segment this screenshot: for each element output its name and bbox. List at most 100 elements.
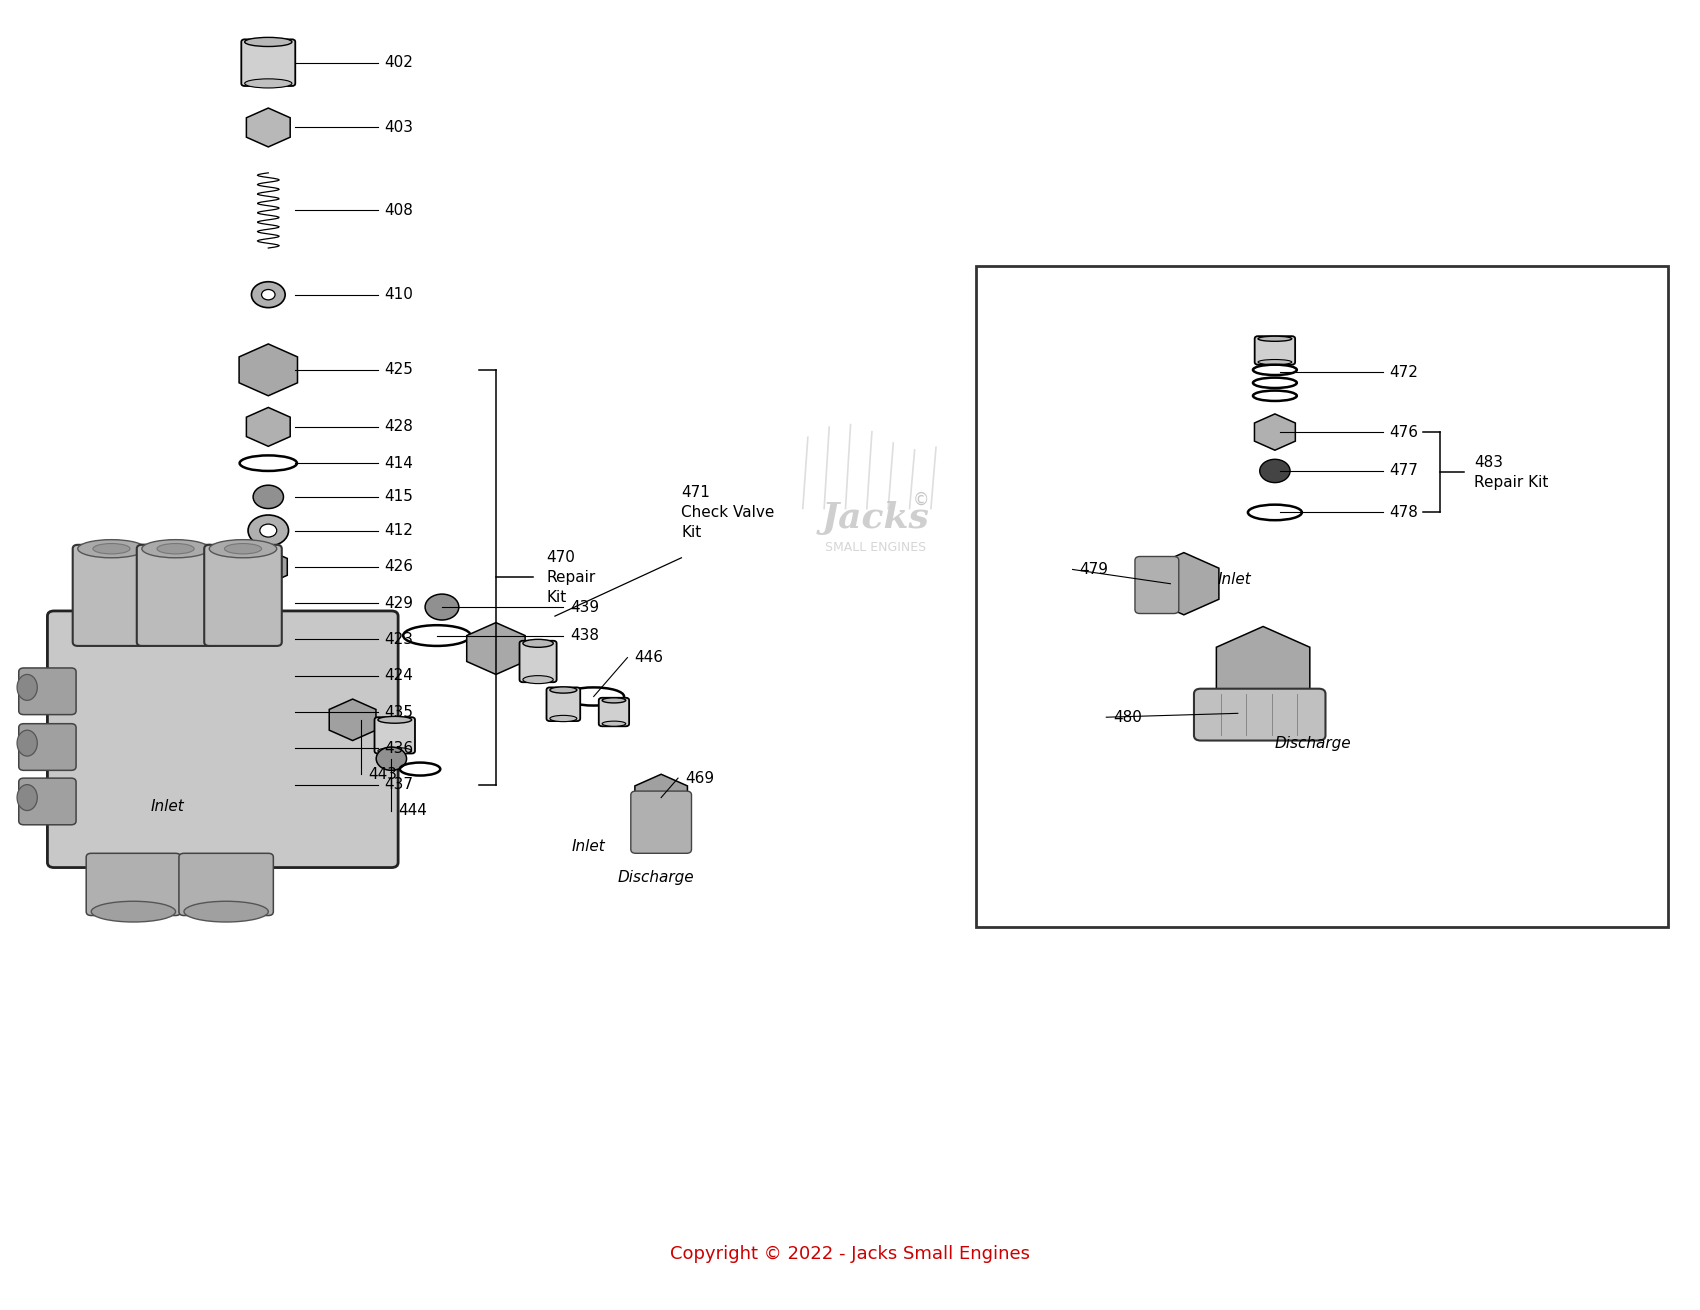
Ellipse shape (17, 675, 37, 701)
Text: 410: 410 (384, 287, 413, 303)
Ellipse shape (94, 544, 129, 554)
Polygon shape (330, 700, 376, 740)
Ellipse shape (377, 748, 411, 755)
Text: 469: 469 (685, 770, 714, 786)
Ellipse shape (549, 715, 576, 722)
Text: 471
Check Valve
Kit: 471 Check Valve Kit (682, 485, 775, 540)
FancyBboxPatch shape (1193, 689, 1326, 740)
Text: 414: 414 (384, 456, 413, 470)
Polygon shape (634, 774, 687, 821)
FancyBboxPatch shape (204, 545, 282, 646)
Ellipse shape (92, 901, 175, 922)
Text: 402: 402 (384, 55, 413, 71)
Ellipse shape (17, 730, 37, 756)
Text: Discharge: Discharge (1275, 736, 1352, 751)
FancyBboxPatch shape (73, 545, 150, 646)
FancyBboxPatch shape (19, 668, 76, 715)
Text: 424: 424 (384, 668, 413, 684)
Circle shape (262, 290, 275, 300)
Ellipse shape (1258, 337, 1292, 342)
Text: 436: 436 (384, 741, 413, 756)
Text: Inlet: Inlet (150, 799, 184, 814)
Text: SMALL ENGINES: SMALL ENGINES (824, 541, 927, 554)
Text: 477: 477 (1389, 464, 1418, 478)
Polygon shape (1255, 414, 1295, 451)
FancyBboxPatch shape (631, 791, 692, 853)
Ellipse shape (524, 639, 552, 647)
Text: 437: 437 (384, 777, 413, 793)
FancyBboxPatch shape (178, 853, 274, 916)
Text: 443: 443 (367, 766, 396, 782)
Ellipse shape (156, 544, 194, 554)
Text: 476: 476 (1389, 424, 1418, 440)
Polygon shape (1217, 626, 1309, 710)
FancyBboxPatch shape (598, 698, 629, 726)
Ellipse shape (377, 717, 411, 723)
Ellipse shape (245, 38, 292, 46)
Polygon shape (1149, 553, 1219, 614)
Text: 403: 403 (384, 121, 413, 135)
Circle shape (425, 593, 459, 620)
Text: 483
Repair Kit: 483 Repair Kit (1474, 455, 1549, 490)
Circle shape (253, 485, 284, 508)
Ellipse shape (549, 686, 576, 693)
Text: 438: 438 (570, 627, 598, 643)
Polygon shape (240, 345, 298, 396)
Circle shape (1260, 460, 1290, 482)
FancyBboxPatch shape (136, 545, 214, 646)
Ellipse shape (209, 540, 277, 558)
Text: 415: 415 (384, 490, 413, 504)
Ellipse shape (224, 544, 262, 554)
Text: 425: 425 (384, 363, 413, 377)
Polygon shape (250, 622, 287, 656)
FancyBboxPatch shape (48, 610, 398, 867)
Text: 479: 479 (1080, 562, 1108, 576)
Circle shape (260, 524, 277, 537)
Text: 439: 439 (570, 600, 598, 614)
FancyBboxPatch shape (546, 688, 580, 720)
Circle shape (252, 282, 286, 308)
Bar (976, 266, 1668, 927)
Polygon shape (260, 590, 277, 617)
Circle shape (253, 736, 284, 760)
FancyBboxPatch shape (374, 717, 415, 753)
Ellipse shape (1258, 359, 1292, 364)
Circle shape (253, 773, 284, 796)
Text: 426: 426 (384, 559, 413, 574)
Text: Inlet: Inlet (1217, 572, 1251, 587)
Circle shape (248, 515, 289, 546)
Circle shape (376, 747, 406, 770)
Ellipse shape (524, 676, 552, 684)
FancyBboxPatch shape (241, 39, 296, 86)
Ellipse shape (602, 721, 626, 726)
Circle shape (246, 659, 291, 693)
Text: ©: © (913, 490, 930, 508)
Text: 446: 446 (634, 650, 663, 665)
Text: 470
Repair
Kit: 470 Repair Kit (546, 550, 595, 604)
Text: Inlet: Inlet (571, 840, 605, 854)
FancyBboxPatch shape (19, 778, 76, 825)
Text: 444: 444 (398, 803, 427, 817)
FancyBboxPatch shape (1255, 337, 1295, 364)
Text: 435: 435 (384, 705, 413, 719)
FancyBboxPatch shape (87, 853, 180, 916)
Text: 412: 412 (384, 523, 413, 538)
Ellipse shape (141, 540, 209, 558)
Text: 423: 423 (384, 631, 413, 647)
Ellipse shape (602, 698, 626, 703)
Text: 408: 408 (384, 203, 413, 217)
Text: 480: 480 (1114, 710, 1142, 724)
FancyBboxPatch shape (520, 641, 556, 683)
Ellipse shape (184, 901, 269, 922)
Polygon shape (246, 107, 291, 147)
FancyBboxPatch shape (1136, 557, 1178, 613)
Ellipse shape (17, 785, 37, 811)
Text: 478: 478 (1389, 504, 1418, 520)
Ellipse shape (78, 540, 144, 558)
Text: Jacks: Jacks (821, 500, 930, 534)
Polygon shape (468, 622, 525, 675)
FancyBboxPatch shape (19, 723, 76, 770)
Polygon shape (246, 407, 291, 447)
Circle shape (258, 668, 279, 684)
Text: 429: 429 (384, 596, 413, 610)
